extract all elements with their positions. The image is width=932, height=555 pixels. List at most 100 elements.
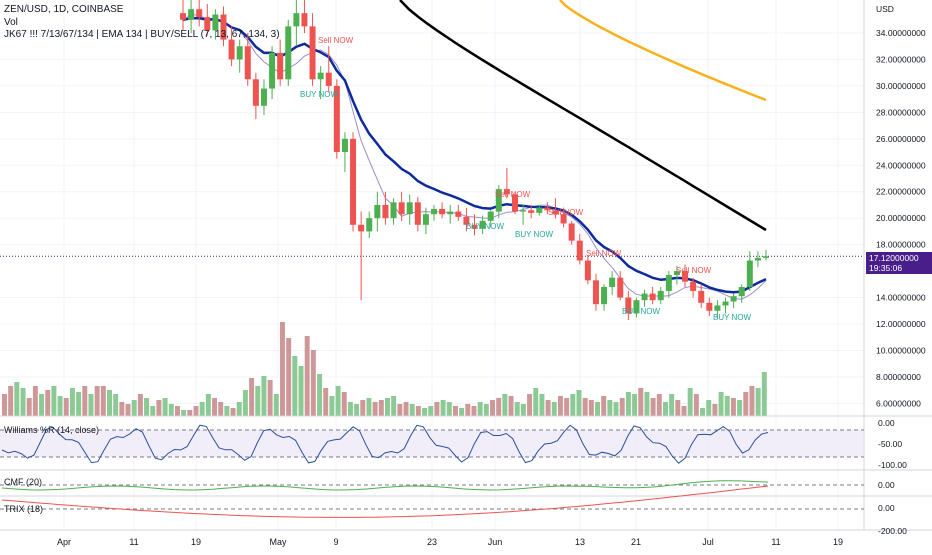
sell-signal: Sell NOW	[548, 208, 584, 217]
volume-bar	[669, 394, 675, 416]
time-tick: 9	[333, 537, 338, 547]
volume-bar	[675, 400, 681, 416]
volume-bar	[218, 402, 224, 416]
volume-bar	[360, 400, 366, 416]
price-tick: 32.00000000	[876, 54, 926, 64]
volume-bar	[212, 398, 218, 416]
candle	[188, 9, 195, 20]
volume-bar	[156, 400, 162, 416]
candle	[584, 260, 591, 281]
pane-tick: 0.00	[878, 418, 895, 428]
volume-bar	[638, 388, 644, 416]
volume-bar	[644, 392, 650, 416]
volume-bar	[2, 394, 7, 416]
volume-bar	[662, 402, 668, 416]
candle	[479, 220, 486, 229]
time-axis[interactable]: Apr 11 19 May 9 23 Jun 13 21 Jul 11 19	[57, 537, 843, 547]
volume-bar	[539, 394, 545, 416]
volume-bar	[341, 392, 347, 416]
volume-bar	[403, 402, 409, 416]
volume-bar	[737, 400, 743, 416]
volume-bar	[471, 406, 477, 416]
candle	[576, 240, 583, 261]
volume-bar	[490, 400, 495, 416]
volume-bar	[205, 394, 211, 416]
time-tick: May	[269, 537, 287, 547]
volume-bar	[310, 350, 316, 416]
candle	[633, 300, 640, 314]
countdown-value: 19:35:06	[869, 263, 903, 273]
candle	[568, 223, 575, 241]
candle	[439, 208, 446, 215]
candle	[204, 17, 211, 31]
volume-bar	[366, 398, 372, 416]
volume-bar	[440, 400, 446, 416]
candle	[350, 138, 357, 225]
volume-bar	[51, 386, 57, 416]
volume-bar	[422, 408, 428, 416]
volume-bar	[632, 394, 638, 416]
candle	[657, 290, 664, 301]
volume-bar	[755, 388, 761, 416]
candle	[706, 302, 713, 311]
volume-bar	[125, 404, 131, 416]
candle	[649, 293, 656, 301]
volume-bar	[730, 398, 736, 416]
candle	[431, 208, 438, 215]
candle	[528, 210, 535, 213]
volume-bar	[168, 404, 174, 416]
candle	[601, 286, 608, 305]
volume-bar	[329, 396, 335, 416]
volume-bar	[514, 402, 520, 416]
current-price-tag: 17.12000000 19:35:06	[866, 252, 932, 274]
candle	[406, 202, 413, 215]
price-tick: 6.00000000	[876, 398, 921, 408]
time-tick: 19	[833, 537, 843, 547]
volume-bar	[477, 402, 483, 416]
volume-bar	[372, 402, 378, 416]
volume-bar	[150, 406, 156, 416]
candle	[487, 211, 494, 221]
volume-bar	[700, 408, 706, 416]
cmf-label: CMF (20)	[4, 477, 42, 487]
candle	[269, 52, 276, 89]
volume-bar	[724, 396, 730, 416]
candle	[447, 211, 454, 215]
candle	[544, 207, 551, 211]
williams-label: Williams %R (14, close)	[4, 425, 100, 435]
indicator-legend: JK67 !!! 7/13/67/134 | EMA 134 | BUY/SEL…	[4, 29, 280, 40]
time-tick: 23	[427, 537, 437, 547]
candle	[341, 138, 348, 153]
volume-bar	[681, 406, 687, 416]
volume-bar	[8, 386, 14, 416]
volume-bar	[378, 400, 384, 416]
volume-bar	[391, 396, 397, 416]
volume-bar	[273, 394, 279, 416]
candle	[277, 52, 284, 80]
volume-bar	[255, 386, 261, 416]
volume-bar	[57, 396, 63, 416]
pane-tick: -200.00	[878, 526, 907, 536]
volume-bar	[181, 410, 187, 416]
volume-bar	[656, 394, 662, 416]
trix-label: TRIX (18)	[4, 504, 44, 514]
volume-bar	[82, 386, 88, 416]
candle	[754, 257, 761, 261]
volume-bar	[261, 376, 267, 416]
candle	[374, 204, 381, 219]
volume-bar	[428, 406, 434, 416]
volume-bar	[347, 402, 353, 416]
volume-label: Vol	[4, 17, 18, 28]
volume-bar	[14, 382, 20, 416]
volume-bar	[619, 398, 625, 416]
candle	[471, 224, 478, 229]
volume-bar	[576, 390, 582, 416]
volume-bar	[564, 398, 570, 416]
volume-bar	[434, 402, 440, 416]
candle	[560, 214, 567, 224]
sell-signal: Sell NOW	[495, 190, 531, 199]
candle	[520, 210, 527, 212]
price-axis[interactable]: USD 34.00000000 32.00000000 30.00000000 28.0…	[876, 4, 926, 536]
